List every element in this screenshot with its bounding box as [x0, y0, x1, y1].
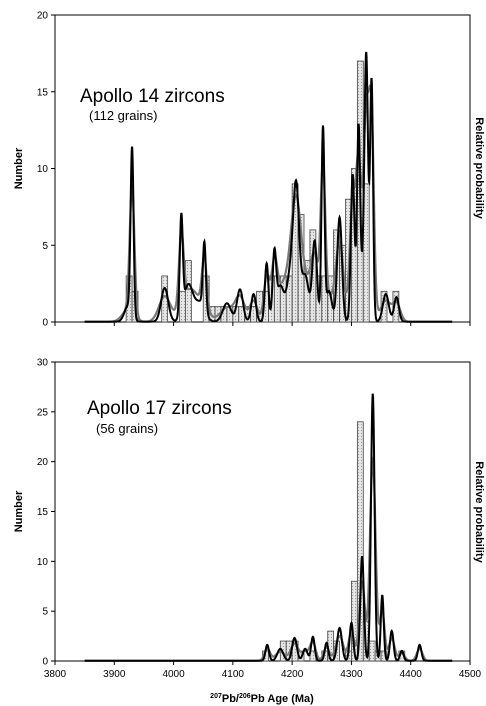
histogram-bar: [368, 640, 376, 662]
y-axis-label: Number: [13, 490, 25, 532]
x-tick-label: 3800: [44, 669, 67, 680]
y-tick-label: 5: [42, 607, 48, 618]
probability-curve: [84, 393, 453, 662]
y-tick-label: 5: [42, 241, 48, 252]
y-axis-label: Number: [13, 147, 25, 189]
histogram-bar: [179, 290, 186, 323]
apollo-17-panel: 0 5 10 15 20 25 30 3800 3900 4000 4100 4200 4300 4400…: [13, 358, 485, 681]
panel-subtitle: (56 grains): [96, 421, 158, 436]
histogram-bar: [362, 183, 370, 323]
x-tick-label: 4500: [459, 669, 482, 680]
panel-title: Apollo 14 zircons: [80, 86, 225, 107]
histogram-bar: [185, 260, 192, 323]
panel-title: Apollo 17 zircons: [87, 398, 232, 419]
histogram-bar: [380, 650, 388, 662]
y-tick-label: 15: [37, 87, 49, 98]
secondary-axis-label: Relative probability: [473, 461, 485, 563]
apollo-14-panel: 0 5 10 15 20 Number Relative probability Apollo…: [13, 11, 485, 329]
x-tick-label: 4400: [400, 669, 423, 680]
secondary-axis-label: Relative probability: [473, 117, 485, 219]
probability-curve-smoothed: [84, 456, 453, 662]
x-axis-label-mass-206: 206: [239, 693, 251, 700]
panel-subtitle: (112 grains): [89, 108, 157, 123]
y-tick-label: 20: [37, 457, 49, 468]
y-tick-label: 30: [37, 358, 49, 369]
y-tick-label: 25: [37, 407, 49, 418]
x-tick-label: 4300: [340, 669, 363, 680]
x-tick-label: 4000: [162, 669, 185, 680]
x-tick-label: 3900: [103, 669, 126, 680]
y-tick-label: 20: [37, 11, 49, 22]
x-axis-label-pb: Pb/: [222, 693, 239, 705]
x-tick-label: 4200: [281, 669, 304, 680]
plot-frame: [54, 14, 471, 323]
x-axis-label-mass-207: 207: [210, 693, 222, 700]
x-axis-label-age: Pb Age (Ma): [251, 693, 314, 705]
y-tick-label: 10: [37, 557, 49, 568]
y-tick-label: 0: [42, 318, 48, 329]
x-tick-label: 4100: [222, 669, 245, 680]
histogram-bar: [356, 421, 364, 662]
y-tick-label: 10: [37, 164, 49, 175]
probability-curve: [84, 51, 453, 323]
x-axis-label: 207Pb/206Pb Age (Ma): [210, 693, 314, 705]
y-tick-label: 0: [42, 657, 48, 668]
y-tick-label: 15: [37, 507, 49, 518]
